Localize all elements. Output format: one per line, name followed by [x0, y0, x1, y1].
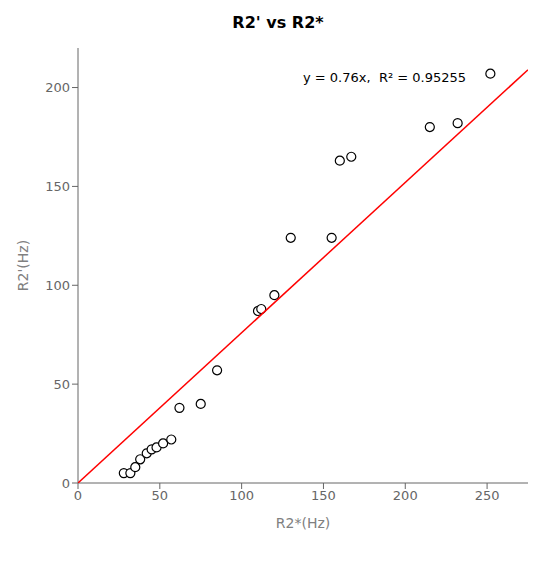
- svg-text:0: 0: [74, 488, 82, 503]
- svg-text:250: 250: [475, 488, 500, 503]
- svg-text:50: 50: [152, 488, 169, 503]
- svg-text:150: 150: [311, 488, 336, 503]
- svg-text:200: 200: [393, 488, 418, 503]
- svg-text:100: 100: [45, 278, 70, 293]
- html-text:R2' vs R2*: R2' vs R2*: [232, 13, 324, 32]
- svg-text:100: 100: [229, 488, 254, 503]
- svg-text:0: 0: [62, 476, 70, 491]
- svg-text:200: 200: [45, 80, 70, 95]
- svg-text:R2'(Hz): R2'(Hz): [15, 240, 31, 291]
- svg-text:50: 50: [53, 377, 70, 392]
- svg-text:150: 150: [45, 179, 70, 194]
- html-text:y = 0.76x, R² = 0.95255: y = 0.76x, R² = 0.95255: [303, 69, 466, 85]
- svg-text:R2*(Hz): R2*(Hz): [276, 515, 330, 531]
